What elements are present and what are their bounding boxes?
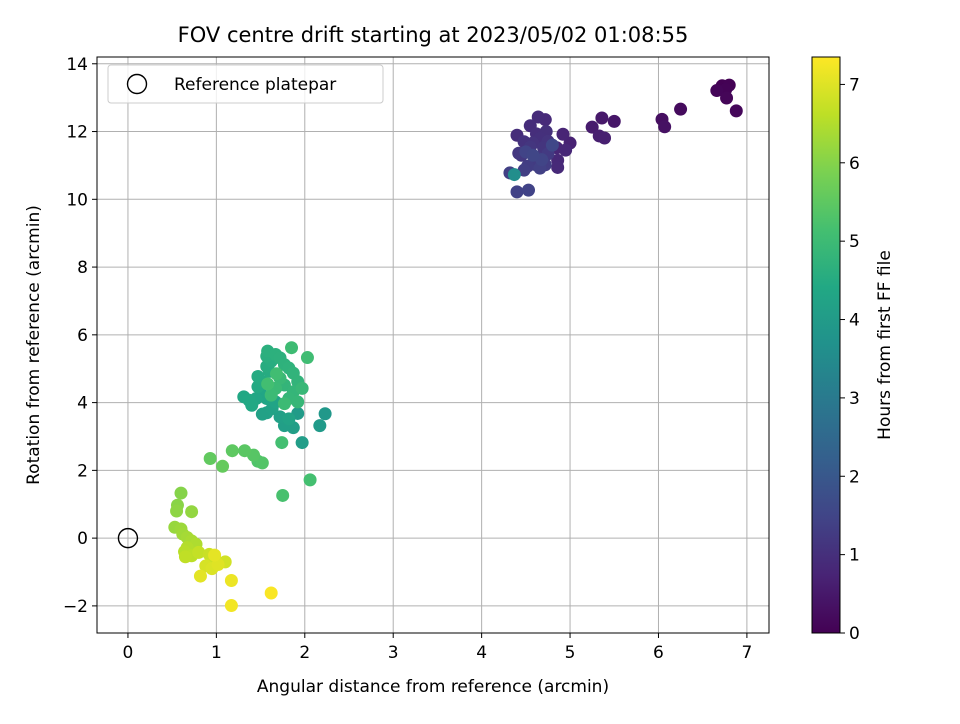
y-tick-label: 0: [77, 529, 88, 549]
data-point: [551, 160, 565, 174]
data-point: [224, 573, 238, 587]
x-tick-label: 7: [741, 643, 752, 663]
data-point: [598, 131, 612, 145]
data-point: [285, 341, 299, 355]
data-point: [300, 351, 314, 365]
data-point: [318, 407, 332, 421]
colorbar-tick-label: 7: [849, 75, 860, 95]
y-tick-label: 10: [66, 190, 88, 210]
y-axis-label: Rotation from reference (arcmin): [24, 205, 44, 485]
data-point: [595, 111, 609, 125]
colorbar-tick-label: 5: [849, 232, 860, 252]
grid: [97, 57, 769, 633]
y-axis-ticks: −2 0 2 4 6 8 10 12 14: [63, 55, 97, 617]
y-tick-label: 14: [66, 55, 88, 75]
legend-label: Reference platepar: [174, 75, 336, 95]
data-point: [303, 473, 317, 487]
data-point: [313, 419, 327, 433]
data-point: [216, 459, 230, 473]
data-point: [174, 486, 188, 500]
data-point: [295, 381, 309, 395]
data-point: [224, 599, 238, 613]
reference-marker-layer: [117, 527, 139, 549]
data-point: [729, 104, 743, 118]
data-point: [295, 436, 309, 450]
data-point: [255, 456, 269, 470]
data-point: [556, 127, 570, 141]
data-point: [238, 444, 252, 458]
data-point: [526, 148, 540, 162]
legend: Reference platepar: [107, 64, 384, 104]
data-point: [282, 412, 296, 426]
chart-title: FOV centre drift starting at 2023/05/02 …: [178, 23, 689, 47]
data-point: [275, 436, 289, 450]
data-point: [193, 569, 207, 583]
colorbar-tick-label: 0: [849, 624, 860, 644]
data-point: [255, 407, 269, 421]
data-point: [264, 586, 278, 600]
data-point: [264, 388, 278, 402]
data-point: [585, 120, 599, 134]
colorbar-ticks: 0 1 2 3 4 5 6 7: [840, 75, 860, 644]
y-tick-label: −2: [63, 597, 88, 617]
colorbar-tick-label: 4: [849, 311, 860, 331]
data-point: [170, 504, 184, 518]
data-point: [517, 163, 531, 177]
data-point: [178, 550, 192, 564]
data-point: [507, 168, 521, 182]
data-point: [510, 185, 524, 199]
data-points: [168, 78, 743, 613]
data-point: [208, 548, 222, 562]
data-point: [291, 395, 305, 409]
x-axis-ticks: 0 1 2 3 4 5 6 7: [123, 633, 752, 663]
data-point: [245, 398, 259, 412]
y-tick-label: 4: [77, 394, 88, 414]
x-tick-label: 3: [388, 643, 399, 663]
y-tick-label: 6: [77, 326, 88, 346]
y-tick-label: 12: [66, 123, 88, 143]
data-point: [521, 183, 535, 197]
colorbar-label: Hours from first FF file: [875, 250, 895, 440]
x-tick-label: 4: [476, 643, 487, 663]
x-tick-label: 0: [123, 643, 134, 663]
y-tick-label: 8: [77, 258, 88, 278]
data-point: [710, 84, 724, 98]
x-axis-label: Angular distance from reference (arcmin): [257, 677, 609, 697]
data-point: [225, 444, 239, 458]
x-tick-label: 6: [653, 643, 664, 663]
x-tick-label: 5: [565, 643, 576, 663]
data-point: [192, 545, 206, 559]
colorbar-gradient: [812, 57, 840, 633]
data-point: [203, 452, 217, 466]
data-point: [277, 397, 291, 411]
plot-frame: [96, 56, 770, 634]
data-point: [559, 143, 573, 157]
data-point: [674, 102, 688, 116]
y-tick-label: 2: [77, 461, 88, 481]
data-point: [261, 377, 275, 391]
data-point: [276, 488, 290, 502]
data-point: [185, 505, 199, 519]
data-point: [607, 114, 621, 128]
colorbar: 0 1 2 3 4 5 6 7 Hours from first FF file: [811, 56, 895, 644]
colorbar-tick-label: 6: [849, 154, 860, 174]
data-point: [251, 370, 265, 384]
data-point: [269, 367, 283, 381]
legend-box: [107, 64, 384, 104]
x-tick-label: 1: [211, 643, 222, 663]
colorbar-tick-label: 2: [849, 467, 860, 487]
data-point: [545, 138, 559, 152]
data-point: [720, 91, 734, 105]
colorbar-tick-label: 3: [849, 389, 860, 409]
data-point: [531, 110, 545, 124]
colorbar-tick-label: 1: [849, 546, 860, 566]
colorbar-frame: [811, 56, 841, 634]
reference-platepar-marker: [117, 527, 139, 549]
x-tick-label: 2: [299, 643, 310, 663]
legend-open-circle-icon: [126, 73, 148, 95]
data-point: [658, 120, 672, 134]
